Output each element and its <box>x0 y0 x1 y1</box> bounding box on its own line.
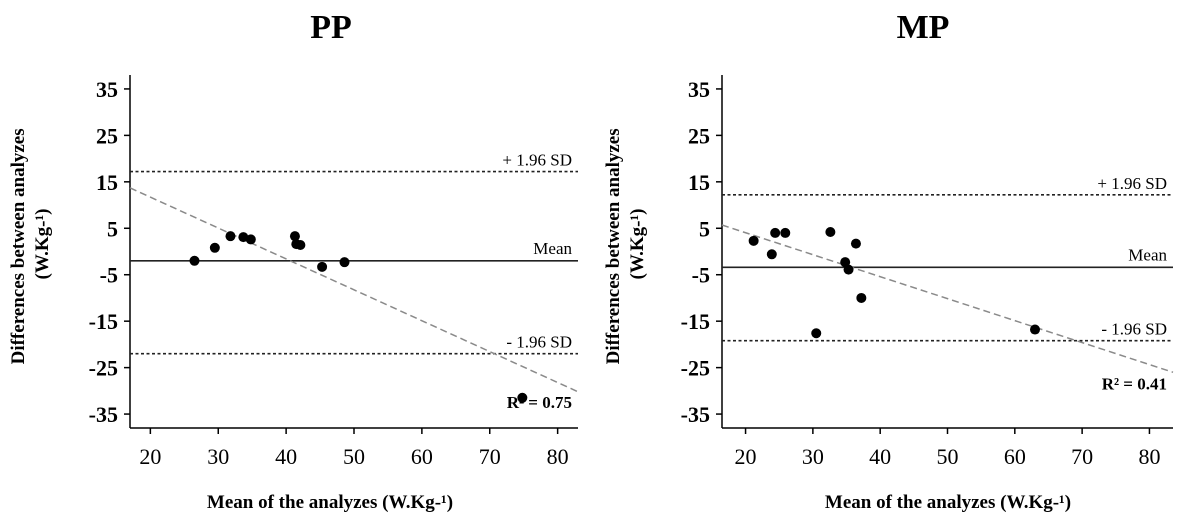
upper-limit-label-pp: + 1.96 SD <box>502 151 572 170</box>
data-point-mp <box>856 292 867 303</box>
x-tick-label-pp: 50 <box>343 444 365 469</box>
x-tick-label-mp: 80 <box>1138 444 1160 469</box>
data-point-mp <box>748 235 759 246</box>
data-point-pp <box>317 261 328 272</box>
mean-label-pp: Mean <box>533 239 572 258</box>
y-tick-label-pp: -35 <box>89 402 118 427</box>
y-tick-label-pp: -25 <box>89 356 118 381</box>
data-point-mp <box>850 238 861 249</box>
x-tick-label-pp: 40 <box>275 444 297 469</box>
upper-limit-label-mp: + 1.96 SD <box>1097 174 1167 193</box>
data-point-mp <box>770 227 781 238</box>
panel-title-mp: MP <box>897 9 950 46</box>
y-axis-label-line2-pp: (W.Kg-¹) <box>32 209 53 280</box>
y-tick-label-mp: -25 <box>681 356 710 381</box>
data-point-pp <box>189 255 200 266</box>
y-tick-label-pp: 15 <box>96 170 118 195</box>
mean-label-mp: Mean <box>1128 245 1167 264</box>
y-tick-label-mp: -5 <box>692 263 710 288</box>
data-point-mp <box>780 227 791 238</box>
y-tick-label-pp: 35 <box>96 77 118 102</box>
y-axis-label-line2-mp: (W.Kg-¹) <box>627 209 648 280</box>
data-point-mp <box>840 257 851 268</box>
y-axis-label-line1-mp: Differences between analyzes <box>603 128 624 364</box>
x-tick-label-mp: 50 <box>937 444 959 469</box>
data-point-pp <box>209 242 220 253</box>
x-tick-label-pp: 60 <box>411 444 433 469</box>
r2-label-mp: R² = 0.41 <box>1102 375 1167 394</box>
y-tick-label-mp: 25 <box>688 123 710 148</box>
panel-mp: MP Differences between analyzes (W.Kg-¹)… <box>603 9 1174 513</box>
x-tick-label-pp: 20 <box>139 444 161 469</box>
x-tick-label-mp: 20 <box>735 444 757 469</box>
data-point-pp <box>339 257 350 268</box>
data-point-pp <box>517 392 528 403</box>
x-axis-label-pp: Mean of the analyzes (W.Kg-¹) <box>207 492 453 513</box>
x-tick-label-mp: 40 <box>869 444 891 469</box>
plot-area-pp: 35 25 15 5 -5 -15 -25 -35 20 30 40 50 60 70 80 + 1.96 S… <box>89 75 579 469</box>
regression-line-pp <box>129 187 579 393</box>
panel-pp: PP Differences between analyzes (W.Kg-¹)… <box>8 9 579 513</box>
lower-limit-label-pp: - 1.96 SD <box>506 333 572 352</box>
data-point-mp <box>766 249 777 260</box>
x-tick-label-mp: 70 <box>1071 444 1093 469</box>
r2-label-pp: R² = 0.75 <box>507 393 572 412</box>
panel-title-pp: PP <box>310 9 352 46</box>
data-point-mp <box>843 264 854 275</box>
y-axis-label-pp: Differences between analyzes (W.Kg-¹) <box>8 124 53 365</box>
x-tick-label-pp: 70 <box>479 444 501 469</box>
plot-area-mp: 35 25 15 5 -5 -15 -25 -35 20 30 40 50 60 70 80 + 1.96 S… <box>681 75 1174 469</box>
y-axis-label-line1-pp: Differences between analyzes <box>8 128 29 364</box>
x-tick-label-mp: 30 <box>802 444 824 469</box>
data-point-mp <box>811 328 822 339</box>
y-tick-label-mp: 5 <box>699 216 710 241</box>
data-point-mp <box>1030 324 1041 335</box>
x-tick-label-pp: 80 <box>547 444 569 469</box>
x-tick-label-pp: 30 <box>207 444 229 469</box>
y-tick-label-pp: -5 <box>100 263 118 288</box>
y-tick-label-pp: -15 <box>89 309 118 334</box>
x-axis-label-mp: Mean of the analyzes (W.Kg-¹) <box>825 492 1071 513</box>
data-point-pp <box>289 231 300 242</box>
lower-limit-label-mp: - 1.96 SD <box>1101 320 1167 339</box>
data-point-pp <box>225 231 236 242</box>
y-tick-label-mp: 35 <box>688 77 710 102</box>
y-tick-label-pp: 5 <box>107 216 118 241</box>
y-tick-label-pp: 25 <box>96 123 118 148</box>
data-point-pp <box>245 234 256 245</box>
x-tick-label-mp: 60 <box>1004 444 1026 469</box>
y-axis-label-mp: Differences between analyzes (W.Kg-¹) <box>603 124 648 365</box>
data-point-mp <box>825 226 836 237</box>
y-tick-label-mp: -15 <box>681 309 710 334</box>
y-tick-label-mp: -35 <box>681 402 710 427</box>
data-point-pp <box>295 239 306 250</box>
y-tick-label-mp: 15 <box>688 170 710 195</box>
regression-line-mp <box>721 224 1174 373</box>
